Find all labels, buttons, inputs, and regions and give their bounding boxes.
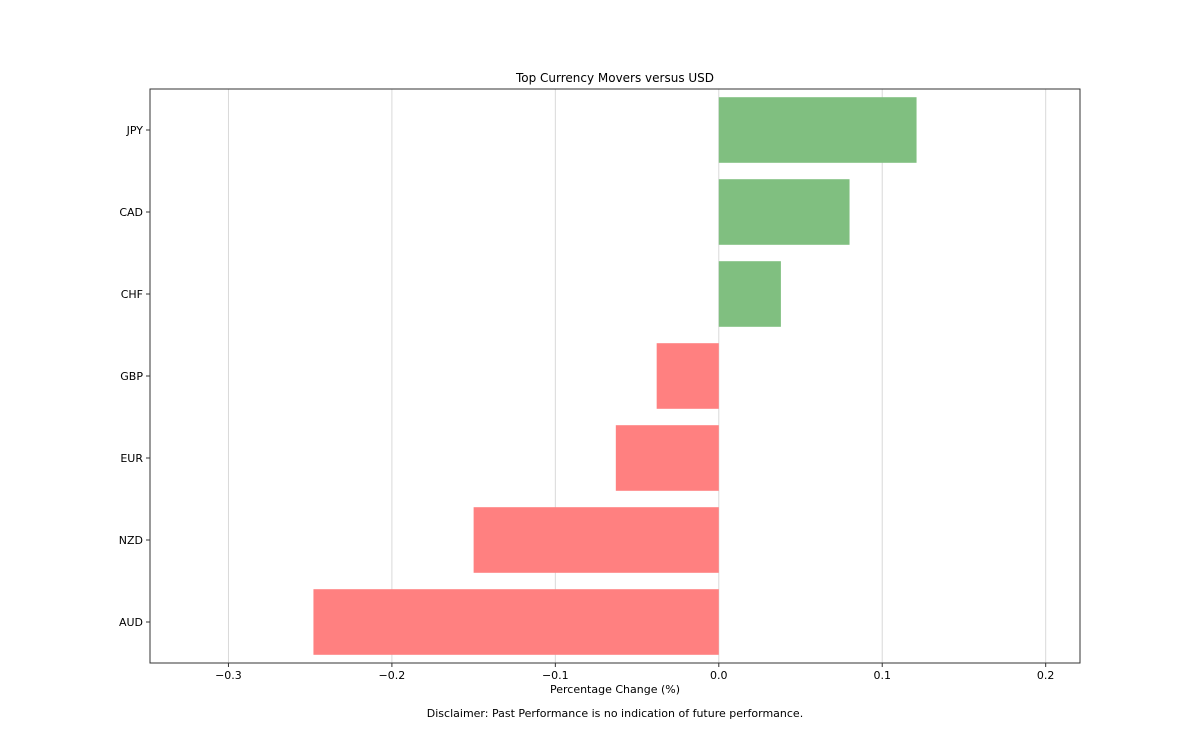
x-axis-label: Percentage Change (%) — [549, 683, 681, 696]
bar-gbp — [656, 343, 719, 409]
x-tick-label: 0.2 — [1037, 669, 1055, 682]
y-tick-label: AUD — [119, 616, 143, 629]
y-tick-label: CAD — [119, 206, 143, 219]
bar-nzd — [473, 507, 719, 573]
axis-ticks: −0.3 −0.2 −0.1 0.0 0.1 0.2 AUD NZD EUR GBP CHF CAD J… — [119, 124, 1055, 682]
bar-chf — [718, 261, 781, 327]
x-tick-label: −0.2 — [379, 669, 406, 682]
bar-cad — [718, 179, 850, 245]
y-tick-label: EUR — [120, 452, 143, 465]
y-tick-label: NZD — [119, 534, 143, 547]
y-tick-label: CHF — [121, 288, 143, 301]
bar-aud — [313, 589, 719, 655]
x-tick-label: 0.1 — [873, 669, 891, 682]
disclaimer-text: Disclaimer: Past Performance is no indic… — [426, 707, 804, 720]
y-tick-label: JPY — [126, 124, 144, 137]
bars — [313, 97, 917, 655]
grid-lines — [227, 89, 1047, 663]
y-tick-label: GBP — [120, 370, 143, 383]
x-tick-label: −0.1 — [542, 669, 569, 682]
bar-jpy — [718, 97, 917, 163]
bar-eur — [615, 425, 719, 491]
x-tick-label: −0.3 — [215, 669, 242, 682]
chart-title: Top Currency Movers versus USD — [515, 71, 715, 85]
plot-frame — [149, 88, 1081, 664]
x-tick-label: 0.0 — [710, 669, 728, 682]
